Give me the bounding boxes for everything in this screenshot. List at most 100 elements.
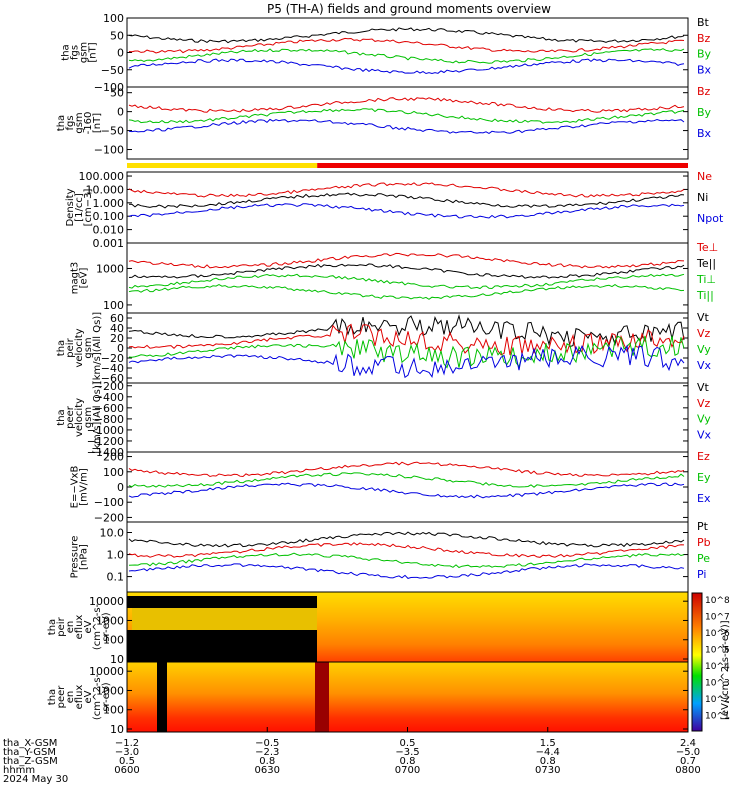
legend-temperature-0: Te⊥: [696, 241, 718, 254]
xaxis-value-0-2: 0.5: [400, 738, 416, 749]
ytick-label-peer_velocity-3: −800: [94, 413, 124, 426]
panel-pressure: 10.0 1.0 0.1 Pressure[nPa] Pt Pb Pe Pi: [70, 520, 711, 593]
ytick-label-peir_velocity-6: −60: [101, 372, 124, 385]
panel-frame-peer_velocity: [126, 382, 689, 453]
ytick-label-efield-0: 200: [103, 451, 124, 464]
trace-pressure-2: [128, 552, 685, 569]
trace-fgs_zoom-0: [128, 97, 685, 113]
ylabel-peir_spec-5: (cm^2-s-: [92, 603, 103, 650]
ytick-label-peer_spec-2: 100: [103, 704, 124, 717]
ylabel-peer_spec-2: en: [65, 691, 76, 704]
legend-fgs_zoom-0: Bz: [697, 85, 711, 98]
xaxis-value-0-0: −1.2: [115, 738, 139, 749]
legend-pressure-1: Pb: [697, 536, 711, 549]
trace-pressure-1: [128, 542, 685, 558]
colorbar-label: [eV/(cm^2-s-sr-eV)]: [720, 620, 731, 720]
ylabel-peir_spec-6: sr-eV): [101, 612, 112, 641]
ytick-label-pressure-0: 10.0: [100, 527, 125, 540]
ytick-label-density-2: 1.000: [93, 197, 125, 210]
trace-temperature-0: [128, 252, 685, 269]
colorbar-tick-7: 10^1: [705, 712, 730, 722]
xaxis-value-1-2: −3.5: [395, 747, 419, 758]
ylabel-peer_velocity-4: [km/s](All Qs)]: [92, 381, 103, 453]
ylabel-peir_velocity-3: gsm: [83, 337, 94, 358]
legend-pressure-0: Pt: [697, 520, 709, 533]
ylabel-fgs_zoom-0: tha: [56, 115, 67, 131]
panel-efield: 200 100 0 −100 −200 E=−VxB[mV/m] Ez Ey Ex: [70, 450, 711, 524]
ylabel-peir_velocity-0: tha: [56, 340, 67, 356]
xaxis-value-3-1: 0630: [255, 765, 280, 776]
trace-temperature-3: [128, 284, 685, 300]
legend-peir_velocity-1: Vz: [697, 327, 711, 340]
ylabel-fgs-0: tha: [61, 44, 72, 60]
ylabel-peer_velocity-2: velocity: [74, 398, 85, 437]
ytick-label-efield-4: −200: [94, 511, 124, 524]
trace-density-0: [128, 182, 685, 198]
legend-temperature-2: Ti⊥: [696, 273, 716, 286]
ytick-label-fgs-4: −100: [94, 81, 124, 94]
ytick-label-peer_spec-0: 10000: [89, 665, 124, 678]
legend-fgs_zoom-1: By: [697, 106, 712, 119]
legend-temperature-3: Ti||: [696, 289, 714, 302]
spectrogram-data-gap: [127, 596, 317, 608]
ytick-label-density-3: 0.100: [93, 210, 125, 223]
spectrogram-data-gap: [157, 662, 167, 732]
legend-density-1: Ni: [697, 191, 708, 204]
ylabel-peer_spec-4: eV: [83, 690, 94, 703]
ylabel-fgs_zoom-3: -160: [83, 112, 94, 135]
colorbar-tick-5: 10^3: [705, 679, 730, 689]
ylabel-peir_velocity-2: velocity: [74, 328, 85, 367]
trace-fgs-1: [128, 37, 685, 54]
xaxis-value-1-0: −3.0: [115, 747, 139, 758]
ylabel-fgs-1: fgs: [70, 45, 81, 60]
trace-peir_velocity-2: [128, 335, 685, 369]
ylabel-peir_velocity-1: peir: [65, 337, 76, 357]
ytick-label-efield-3: −100: [94, 496, 124, 509]
legend-fgs-1: Bz: [697, 32, 711, 45]
ylabel-peer_spec-5: (cm^2-s-: [92, 673, 103, 720]
xaxis-value-0-3: 1.5: [540, 738, 556, 749]
legend-pressure-2: Pe: [697, 552, 710, 565]
ytick-label-peer_spec-1: 1000: [96, 684, 124, 697]
legend-peer_velocity-3: Vx: [697, 428, 712, 441]
xaxis-value-2-3: 0.8: [540, 756, 556, 767]
ytick-label-peer_velocity-1: −400: [94, 391, 124, 404]
ylabel-peer_velocity-1: peer: [65, 405, 76, 429]
ytick-label-density-1: 10.000: [86, 183, 125, 196]
ylabel-fgs_zoom-1: fgs: [65, 115, 76, 130]
spectrogram-data-gap: [315, 662, 329, 732]
ylabel-peer_velocity-0: tha: [56, 409, 67, 425]
ytick-label-density-4: 0.010: [93, 224, 125, 237]
ylabel-peer_spec-1: peer: [56, 685, 67, 709]
ytick-label-peir_spec-3: 10: [110, 653, 124, 666]
ytick-label-peir_spec-0: 10000: [89, 595, 124, 608]
ylabel-pressure-1: [nPa]: [79, 544, 90, 570]
ylabel-temperature-1: [eV]: [79, 268, 90, 289]
legend-fgs-0: Bt: [697, 16, 710, 29]
ytick-label-peer_velocity-2: −600: [94, 402, 124, 415]
ytick-label-peir_spec-1: 1000: [96, 614, 124, 627]
ytick-label-peir_spec-2: 100: [103, 634, 124, 647]
xaxis-value-2-2: 0.8: [400, 756, 416, 767]
xaxis-row-label-1: tha_Y-GSM: [3, 747, 56, 758]
plot-panels: 100500−50−100thafgsgsm[nT]BtBzByBx500−50…: [47, 12, 731, 736]
ytick-label-density-0: 100.000: [79, 170, 125, 183]
ylabel-fgs-3: [nT]: [88, 42, 99, 62]
colorbar-tick-0: 10^8: [705, 596, 730, 606]
panel-peer_spec: 10000 1000 100 10 thapeerenefluxeV(cm^2-s-sr…: [47, 661, 689, 736]
ytick-label-peir_velocity-1: 40: [110, 322, 124, 335]
ytick-label-peer_velocity-4: −1000: [87, 424, 124, 437]
xaxis-row-label-3: hhmm: [3, 765, 35, 776]
ytick-label-pressure-1: 1.0: [107, 549, 125, 562]
xaxis-row-label-0: tha_X-GSM: [3, 738, 57, 749]
ytick-label-fgs_zoom-1: 0: [117, 106, 124, 119]
ytick-label-peir_velocity-5: −40: [101, 362, 124, 375]
ylabel-density-2: [cm−3]: [83, 189, 94, 227]
xaxis-value-1-1: −2.3: [255, 747, 279, 758]
ylabel-density-0: Density: [65, 188, 76, 226]
ylabel-peer_velocity-3: gsm: [83, 407, 94, 428]
trace-efield-0: [128, 461, 685, 478]
colorbar-tick-1: 10^7: [705, 613, 730, 623]
colorbar-tick-4: 10^4: [705, 662, 730, 672]
